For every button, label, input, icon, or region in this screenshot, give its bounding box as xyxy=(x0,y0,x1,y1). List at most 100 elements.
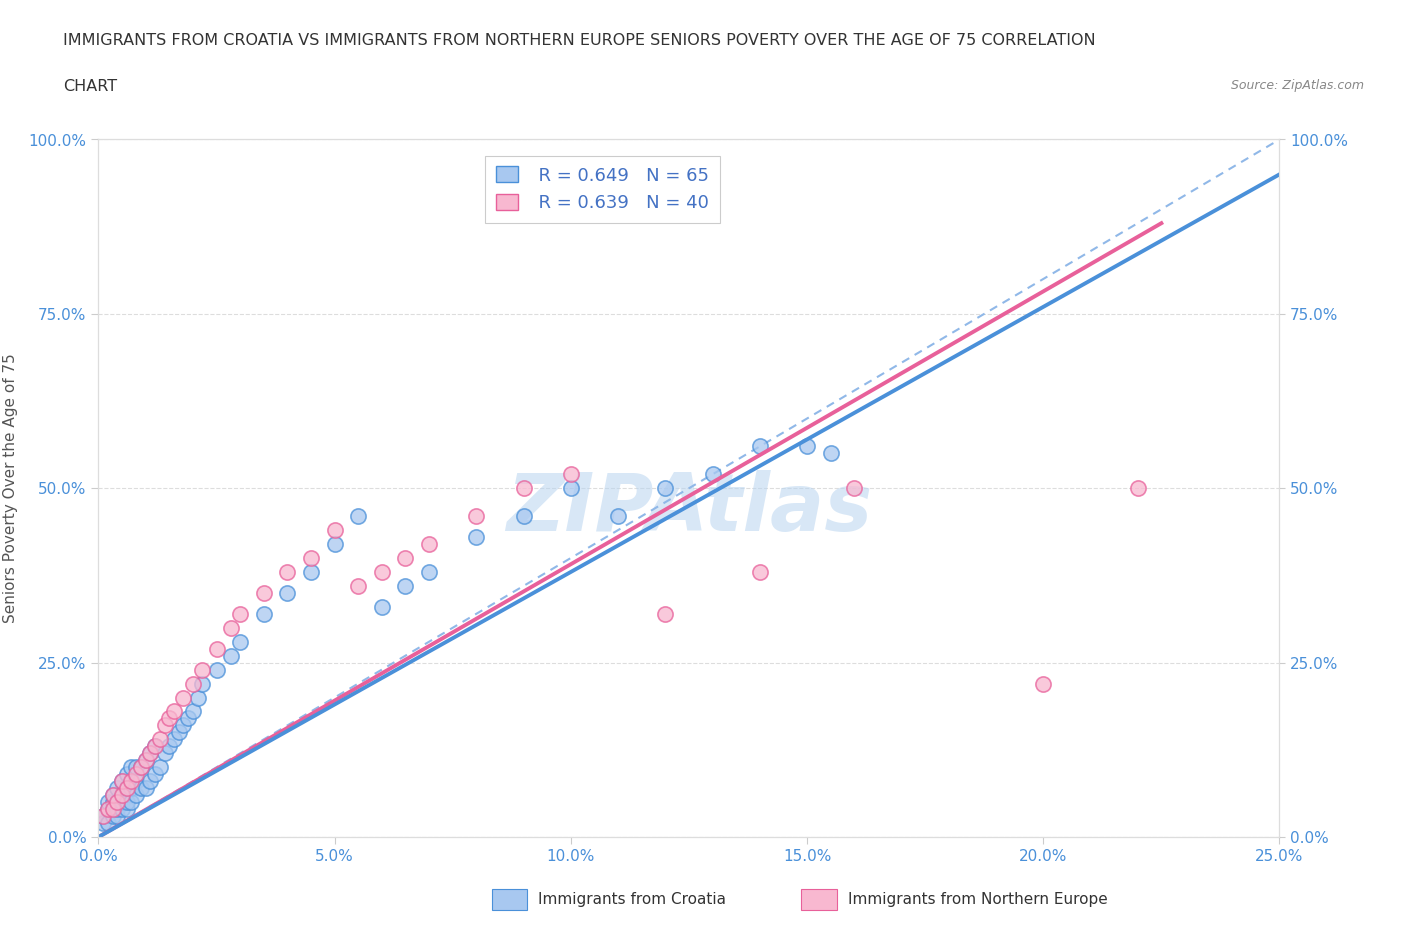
Point xyxy=(139,774,162,789)
Point xyxy=(219,648,242,663)
Point xyxy=(101,788,124,803)
Point xyxy=(149,760,172,775)
Text: Source: ZipAtlas.com: Source: ZipAtlas.com xyxy=(1230,79,1364,92)
Point xyxy=(125,766,148,781)
Text: ZIPAtlas: ZIPAtlas xyxy=(506,471,872,548)
Point xyxy=(111,794,134,809)
Point xyxy=(205,662,228,677)
Point xyxy=(191,676,214,691)
Point xyxy=(105,794,128,809)
Point xyxy=(371,565,394,579)
Point xyxy=(181,676,204,691)
Point xyxy=(844,481,866,496)
Point xyxy=(97,802,120,817)
Point xyxy=(105,794,128,809)
Point xyxy=(394,551,416,565)
Point xyxy=(125,774,148,789)
Point xyxy=(167,725,190,740)
Point xyxy=(97,794,120,809)
Point xyxy=(172,690,194,705)
Point xyxy=(163,732,186,747)
Point xyxy=(135,781,157,796)
Point xyxy=(172,718,194,733)
Point xyxy=(143,766,166,781)
Point xyxy=(129,760,152,775)
Point xyxy=(125,788,148,803)
Point xyxy=(654,606,676,621)
Point xyxy=(347,578,370,593)
Point xyxy=(97,816,120,830)
Point xyxy=(276,586,298,601)
Point xyxy=(105,809,128,824)
Point xyxy=(253,606,276,621)
Point xyxy=(219,620,242,635)
Point xyxy=(153,718,176,733)
Text: Immigrants from Croatia: Immigrants from Croatia xyxy=(538,892,727,907)
Point xyxy=(129,781,152,796)
Point xyxy=(125,760,148,775)
Point xyxy=(101,802,124,817)
Point xyxy=(153,746,176,761)
Point xyxy=(187,690,209,705)
Point xyxy=(253,586,276,601)
Point xyxy=(129,760,152,775)
Point xyxy=(139,746,162,761)
Point xyxy=(157,738,180,753)
Point xyxy=(512,481,534,496)
Point xyxy=(91,809,114,824)
Point xyxy=(418,565,440,579)
Point xyxy=(418,537,440,551)
Point xyxy=(1126,481,1149,496)
Point xyxy=(115,781,138,796)
Point xyxy=(111,774,134,789)
Point xyxy=(121,794,143,809)
Point xyxy=(115,802,138,817)
Point xyxy=(111,774,134,789)
Point xyxy=(205,642,228,657)
Point xyxy=(181,704,204,719)
Point xyxy=(229,634,252,649)
Point xyxy=(101,809,124,824)
Point xyxy=(323,523,346,538)
Text: IMMIGRANTS FROM CROATIA VS IMMIGRANTS FROM NORTHERN EUROPE SENIORS POVERTY OVER : IMMIGRANTS FROM CROATIA VS IMMIGRANTS FR… xyxy=(63,33,1095,47)
Point xyxy=(101,802,124,817)
Point xyxy=(820,445,842,460)
Point xyxy=(465,530,488,545)
Point xyxy=(105,781,128,796)
Text: Immigrants from Northern Europe: Immigrants from Northern Europe xyxy=(848,892,1108,907)
Point xyxy=(111,788,134,803)
Point xyxy=(143,738,166,753)
Point xyxy=(149,732,172,747)
Point xyxy=(796,439,818,454)
Point xyxy=(748,439,770,454)
Point xyxy=(512,509,534,524)
Point xyxy=(105,802,128,817)
Point xyxy=(111,802,134,817)
Point xyxy=(748,565,770,579)
Point xyxy=(323,537,346,551)
Point xyxy=(560,467,582,482)
Point xyxy=(139,746,162,761)
Point xyxy=(299,565,322,579)
Point xyxy=(702,467,724,482)
Point xyxy=(135,753,157,768)
Point xyxy=(191,662,214,677)
Y-axis label: Seniors Poverty Over the Age of 75: Seniors Poverty Over the Age of 75 xyxy=(3,353,17,623)
Point xyxy=(394,578,416,593)
Point xyxy=(121,781,143,796)
Point xyxy=(276,565,298,579)
Point xyxy=(654,481,676,496)
Point xyxy=(111,788,134,803)
Point xyxy=(177,711,200,725)
Point xyxy=(157,711,180,725)
Point xyxy=(371,600,394,615)
Point xyxy=(465,509,488,524)
Point xyxy=(229,606,252,621)
Point xyxy=(143,738,166,753)
Point xyxy=(560,481,582,496)
Point xyxy=(135,753,157,768)
Point xyxy=(115,794,138,809)
Point xyxy=(115,766,138,781)
Point xyxy=(299,551,322,565)
Point xyxy=(91,816,114,830)
